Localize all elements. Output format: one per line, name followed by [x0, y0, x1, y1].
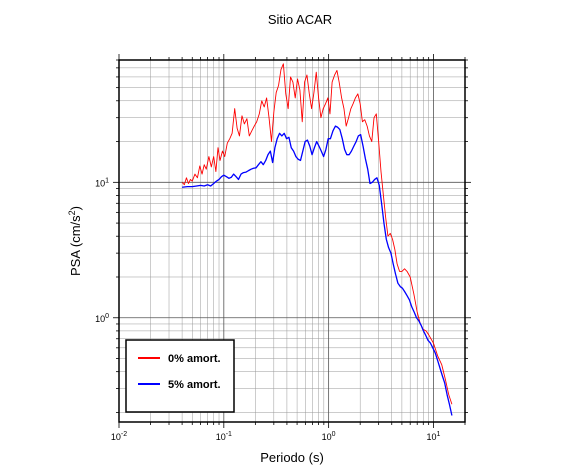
- x-tick-label: 101: [426, 431, 440, 442]
- legend-label-1: 5% amort.: [168, 379, 221, 391]
- plot-frame: [118, 59, 466, 423]
- y-axis-label: PSA (cm/s2): [67, 206, 83, 276]
- legend-label-0: 0% amort.: [168, 353, 221, 365]
- y-axis-label-sup: 2: [67, 210, 77, 215]
- x-tick-label: 10-2: [111, 431, 127, 442]
- y-axis-label-base: PSA (cm/s: [68, 215, 83, 276]
- y-axis-label-end: ): [68, 206, 83, 210]
- series-line-0: [181, 63, 453, 405]
- x-tick-label: 100: [322, 431, 336, 442]
- legend-box: [125, 339, 235, 413]
- legend: 0% amort. 5% amort.: [125, 339, 235, 413]
- chart-title: Sitio ACAR: [268, 12, 332, 27]
- y-tick-label: 100: [95, 313, 109, 324]
- series-layer: [181, 63, 453, 416]
- x-axis-label: Periodo (s): [260, 450, 324, 465]
- y-tick-label: 101: [95, 177, 109, 188]
- x-tick-label: 10-1: [216, 431, 232, 442]
- x-tick-labels: 10-2 10-1 100 101: [111, 431, 441, 442]
- axis-ticks: [113, 54, 471, 428]
- y-tick-labels: 100 101: [95, 177, 109, 323]
- series-line-1: [182, 125, 453, 416]
